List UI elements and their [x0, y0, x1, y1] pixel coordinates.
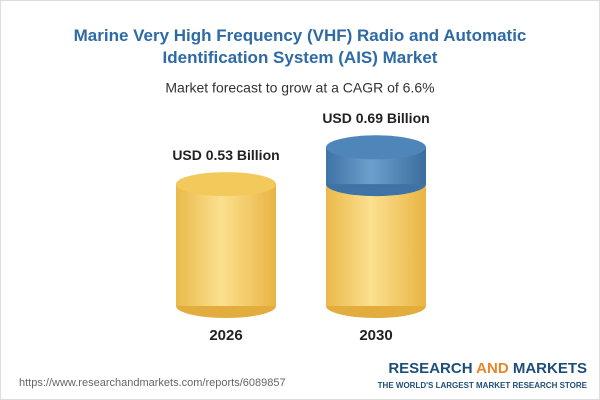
source-url: https://www.researchandmarkets.com/repor… — [19, 377, 286, 389]
brand-word: AND — [476, 360, 509, 377]
brand: RESEARCH AND MARKETS — [388, 360, 587, 377]
chart-title: Marine Very High Frequency (VHF) Radio a… — [74, 26, 527, 67]
brand-tagline: THE WORLD'S LARGEST MARKET RESEARCH STOR… — [378, 381, 588, 390]
cylinder-body — [176, 184, 276, 306]
cylinder-top — [176, 172, 276, 197]
brand-word: MARKETS — [513, 360, 587, 377]
cylinder-top — [326, 135, 426, 160]
value-label: USD 0.53 Billion — [172, 147, 279, 163]
brand-word: RESEARCH — [388, 360, 472, 377]
x-tick-label: 2030 — [359, 327, 392, 344]
x-tick-label: 2026 — [209, 327, 242, 344]
chart-subtitle: Market forecast to grow at a CAGR of 6.6… — [165, 80, 434, 96]
value-label: USD 0.69 Billion — [322, 110, 429, 126]
